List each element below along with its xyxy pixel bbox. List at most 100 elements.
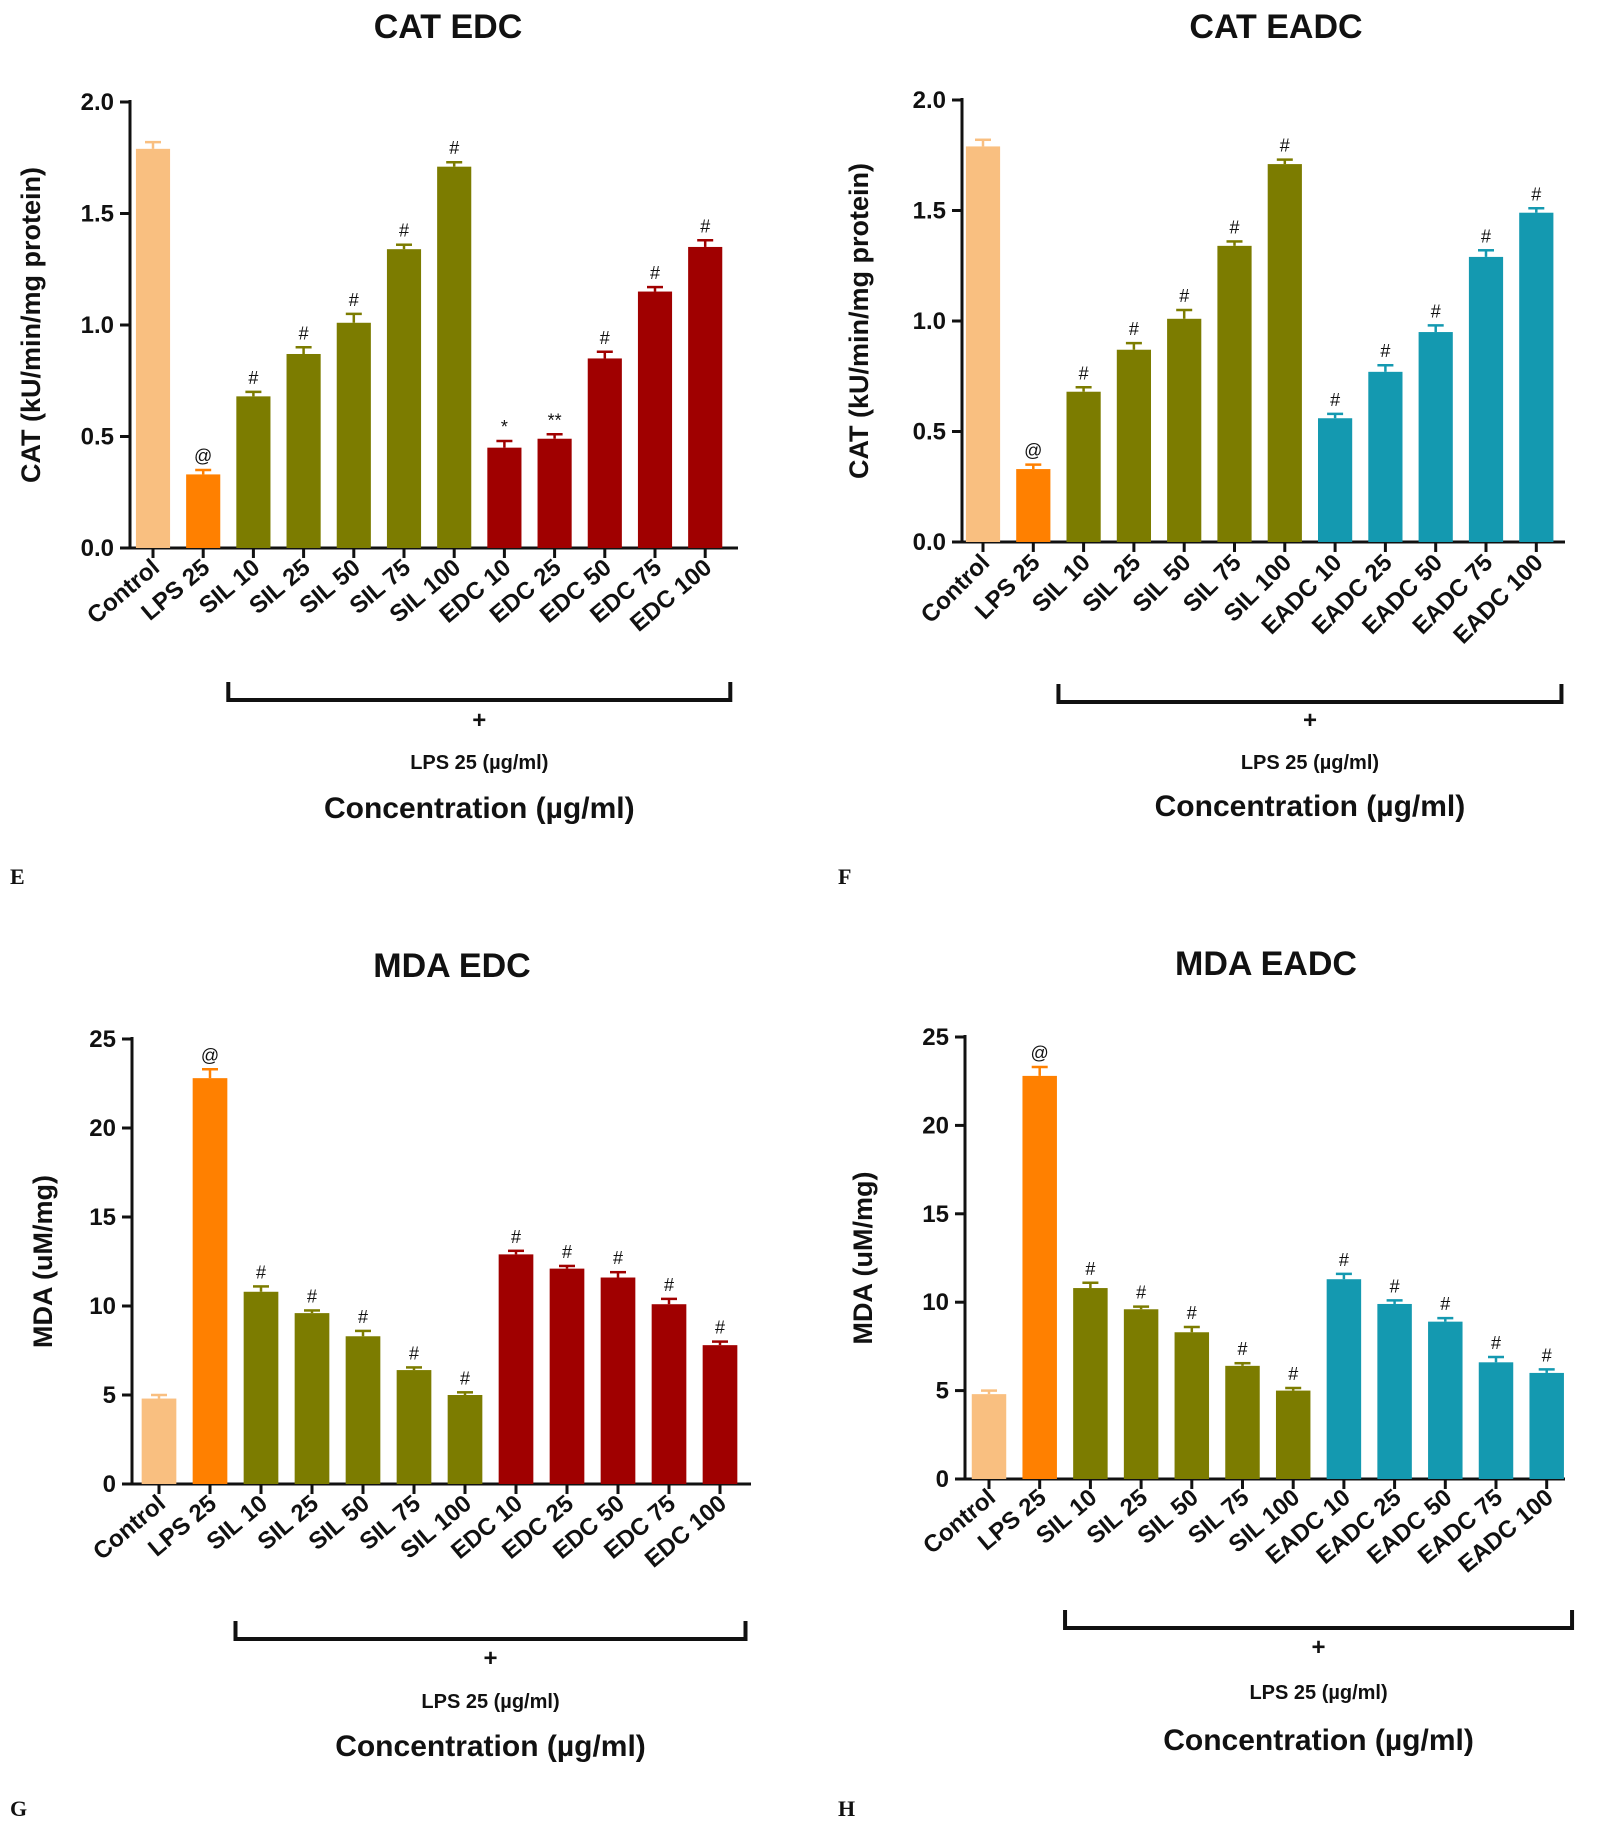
- bar: [1326, 1279, 1362, 1479]
- bar: [1428, 1321, 1463, 1479]
- bar: [437, 166, 472, 549]
- significance-marker: *: [501, 417, 508, 437]
- significance-marker: #: [1531, 184, 1541, 204]
- y-tick-label: 5: [936, 1378, 949, 1405]
- y-tick-label: 25: [89, 1026, 116, 1053]
- bar: [286, 353, 321, 548]
- y-tick-label: 1.0: [81, 312, 114, 339]
- y-tick-label: 0: [936, 1466, 949, 1493]
- bar: [1275, 1390, 1311, 1479]
- treatment-bracket: [1063, 1610, 1575, 1630]
- significance-marker: #: [1330, 390, 1340, 410]
- significance-marker: #: [613, 1248, 623, 1268]
- significance-marker: #: [1431, 301, 1441, 321]
- bar: [236, 396, 271, 548]
- bar: [498, 1254, 534, 1484]
- significance-marker: #: [1237, 1339, 1247, 1359]
- bar: [141, 1398, 177, 1484]
- bracket-label: LPS 25 (µg/ml): [410, 752, 548, 774]
- bar: [192, 1078, 228, 1484]
- y-tick-label: 2.0: [81, 89, 114, 116]
- significance-marker: #: [449, 138, 459, 158]
- bar: [965, 146, 1001, 542]
- significance-marker: #: [1339, 1250, 1349, 1270]
- y-tick-label: 0.5: [913, 419, 946, 446]
- significance-marker: @: [1024, 441, 1042, 461]
- significance-marker: #: [307, 1286, 317, 1306]
- y-tick-label: 1.0: [913, 308, 946, 335]
- bracket-plus: +: [1312, 1634, 1326, 1661]
- y-axis-label: CAT (kU/min/mg protein): [844, 163, 874, 479]
- significance-marker: #: [650, 263, 660, 283]
- treatment-bracket: [233, 1621, 748, 1641]
- bar: [587, 358, 622, 548]
- significance-marker: #: [1288, 1364, 1298, 1384]
- bracket-label: LPS 25 (µg/ml): [1241, 752, 1379, 774]
- significance-marker: #: [1491, 1333, 1501, 1353]
- significance-marker: #: [700, 216, 710, 236]
- significance-marker: #: [1136, 1283, 1146, 1303]
- y-tick-label: 0.0: [913, 529, 946, 556]
- y-tick-label: 15: [922, 1201, 949, 1228]
- significance-marker: #: [1187, 1303, 1197, 1323]
- bar: [1217, 245, 1252, 543]
- bar: [1225, 1365, 1260, 1479]
- chart-title: MDA EADC: [1175, 945, 1357, 983]
- y-tick-label: 20: [922, 1112, 949, 1139]
- y-axis-label: CAT (kU/min/mg protein): [16, 167, 46, 483]
- y-tick-label: 25: [922, 1024, 949, 1051]
- bar: [1377, 1303, 1412, 1479]
- bar: [345, 1336, 381, 1484]
- bar: [1022, 1075, 1057, 1479]
- significance-marker: **: [548, 410, 562, 430]
- bar: [1368, 371, 1403, 542]
- significance-marker: #: [1229, 217, 1239, 237]
- significance-marker: #: [460, 1368, 470, 1388]
- significance-marker: #: [409, 1343, 419, 1363]
- x-axis-label: Concentration (µg/ml): [1163, 1724, 1474, 1757]
- bar: [1478, 1362, 1514, 1479]
- panel-letter-h: H: [838, 1796, 856, 1821]
- significance-marker: @: [194, 446, 212, 466]
- bar: [688, 246, 723, 548]
- y-tick-label: 10: [922, 1289, 949, 1316]
- bar: [1073, 1288, 1108, 1479]
- bar: [637, 291, 673, 548]
- y-tick-label: 1.5: [81, 201, 114, 228]
- bar: [447, 1395, 483, 1484]
- y-axis-label: MDA (uM/mg): [848, 1172, 878, 1345]
- bar: [336, 322, 371, 548]
- significance-marker: #: [1390, 1276, 1400, 1296]
- bar: [1519, 212, 1554, 542]
- chart-title: CAT EADC: [1189, 8, 1362, 46]
- treatment-bracket: [1056, 684, 1564, 704]
- y-tick-label: 2.0: [913, 87, 946, 114]
- bar: [1066, 391, 1101, 542]
- significance-marker: #: [1079, 363, 1089, 383]
- x-axis-label: Concentration (µg/ml): [335, 1730, 646, 1763]
- chart-title: CAT EDC: [374, 8, 523, 46]
- bar: [135, 148, 171, 548]
- significance-marker: #: [715, 1318, 725, 1338]
- x-axis-label: Concentration (µg/ml): [324, 792, 635, 825]
- bar: [651, 1304, 687, 1484]
- chart-title: MDA EDC: [373, 947, 530, 985]
- significance-marker: #: [248, 368, 258, 388]
- bar: [294, 1313, 330, 1484]
- significance-marker: #: [1542, 1345, 1552, 1365]
- panel-letter-e: E: [10, 864, 25, 889]
- bar: [243, 1291, 279, 1484]
- significance-marker: #: [349, 290, 359, 310]
- significance-marker: #: [664, 1275, 674, 1295]
- significance-marker: #: [511, 1227, 521, 1247]
- y-axis-label: MDA (uM/mg): [28, 1175, 58, 1348]
- chart-panel-f: CAT EADC CAT (kU/min/mg protein) 0.0 0.5 1.0…: [844, 8, 1565, 823]
- bar: [971, 1394, 1007, 1479]
- bar: [186, 474, 221, 548]
- bracket-plus: +: [483, 1645, 497, 1672]
- bar: [1468, 256, 1504, 542]
- significance-marker: #: [1440, 1294, 1450, 1314]
- significance-marker: #: [1085, 1259, 1095, 1279]
